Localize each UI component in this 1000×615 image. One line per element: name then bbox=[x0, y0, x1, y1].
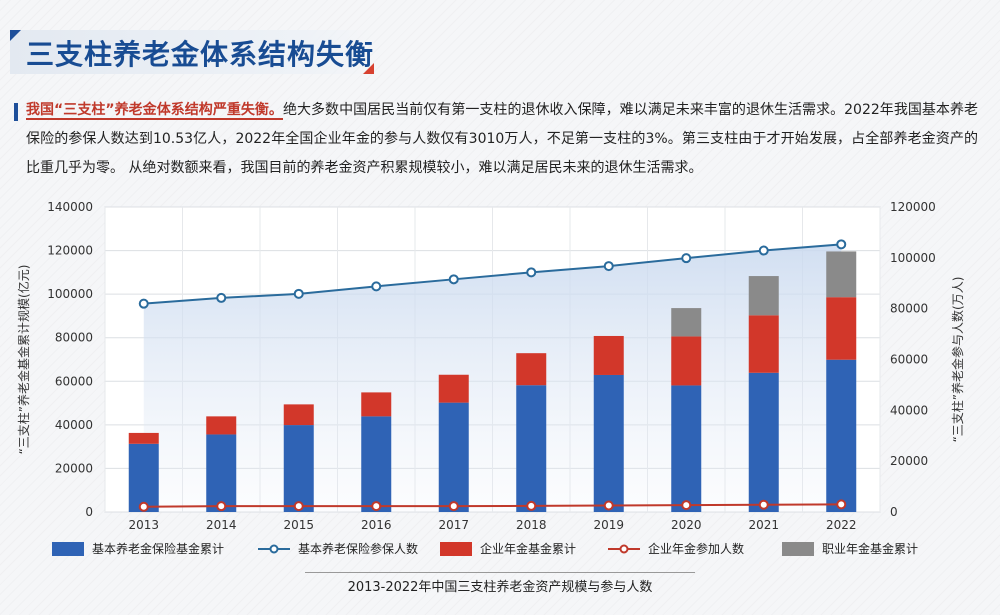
point-基本养老保险参保人数 bbox=[526, 267, 537, 278]
y-tick-label: 40000 bbox=[55, 418, 93, 432]
y-tick-label: 20000 bbox=[55, 461, 93, 475]
y2-axis-title: “三支柱”养老金参与人数(万人) bbox=[950, 277, 965, 443]
paragraph-marker bbox=[14, 103, 18, 121]
y2-tick-label: 120000 bbox=[890, 200, 936, 214]
point-企业年金参加人数 bbox=[758, 499, 769, 510]
line-企业年金参加人数 bbox=[143, 503, 842, 508]
paragraph-highlight: 我国“三支柱”养老金体系结构严重失衡。 bbox=[26, 102, 283, 120]
x-tick-label: 2020 bbox=[671, 518, 702, 532]
x-tick-label: 2017 bbox=[438, 518, 469, 532]
bar-2020-职业年金基金累计 bbox=[671, 308, 702, 337]
page-title: 三支柱养老金体系结构失衡 bbox=[26, 38, 375, 71]
bar-2022-基本养老保险基金累计 bbox=[826, 359, 857, 512]
title-background bbox=[10, 30, 374, 74]
x-tick-label: 2019 bbox=[593, 518, 624, 532]
bar-2021-基本养老保险基金累计 bbox=[748, 372, 779, 512]
legend-swatch bbox=[440, 542, 472, 556]
point-企业年金参加人数 bbox=[138, 501, 149, 512]
bar-2017-基本养老保险基金累计 bbox=[438, 402, 469, 512]
point-企业年金参加人数 bbox=[448, 501, 459, 512]
y2-tick-label: 40000 bbox=[890, 403, 928, 417]
y-tick-label: 80000 bbox=[55, 331, 93, 345]
legend-label: 基本养老保险参保人数 bbox=[298, 541, 418, 556]
bar-2021-企业年金基金累计 bbox=[748, 315, 779, 373]
y2-tick-label: 60000 bbox=[890, 353, 928, 367]
paragraph-body: 绝大多数中国居民当前仅有第一支柱的退休收入保障，难以满足未来丰富的退休生活需求。… bbox=[26, 102, 978, 176]
legend-swatch bbox=[782, 542, 814, 556]
point-企业年金参加人数 bbox=[603, 500, 614, 511]
bar-2022-职业年金基金累计 bbox=[826, 251, 857, 298]
y-tick-label: 60000 bbox=[55, 374, 93, 388]
point-基本养老保险参保人数 bbox=[681, 253, 692, 264]
point-企业年金参加人数 bbox=[836, 499, 847, 510]
y2-tick-label: 20000 bbox=[890, 454, 928, 468]
point-基本养老保险参保人数 bbox=[216, 292, 227, 303]
point-基本养老保险参保人数 bbox=[448, 274, 459, 285]
point-基本养老保险参保人数 bbox=[836, 239, 847, 250]
legend-label: 基本养老金保险基金累计 bbox=[92, 541, 224, 556]
line-基本养老保险参保人数 bbox=[143, 243, 842, 305]
bar-2018-企业年金基金累计 bbox=[516, 353, 547, 386]
point-基本养老保险参保人数 bbox=[138, 298, 149, 309]
caption-divider bbox=[305, 572, 695, 573]
bar-2017-企业年金基金累计 bbox=[438, 374, 469, 403]
bar-2019-基本养老保险基金累计 bbox=[593, 374, 624, 512]
bar-2014-企业年金基金累计 bbox=[206, 416, 237, 435]
legend-label: 企业年金基金累计 bbox=[480, 541, 576, 556]
bar-2018-基本养老保险基金累计 bbox=[516, 385, 547, 512]
y-tick-label: 0 bbox=[85, 505, 93, 519]
bar-2014-基本养老保险基金累计 bbox=[206, 434, 237, 512]
bar-2013-基本养老保险基金累计 bbox=[128, 443, 159, 512]
point-基本养老保险参保人数 bbox=[293, 288, 304, 299]
chart-caption: 2013-2022年中国三支柱养老金资产规模与参与人数 bbox=[347, 580, 653, 595]
point-基本养老保险参保人数 bbox=[371, 281, 382, 292]
x-tick-label: 2018 bbox=[516, 518, 547, 532]
y-tick-label: 140000 bbox=[47, 200, 93, 214]
y-tick-label: 120000 bbox=[47, 244, 93, 258]
bar-2015-企业年金基金累计 bbox=[283, 404, 314, 426]
x-tick-label: 2016 bbox=[361, 518, 392, 532]
legend-marker bbox=[269, 544, 279, 554]
legend-marker bbox=[619, 544, 629, 554]
point-基本养老保险参保人数 bbox=[758, 245, 769, 256]
legend-swatch bbox=[52, 542, 84, 556]
y2-tick-label: 0 bbox=[890, 505, 898, 519]
y2-tick-label: 100000 bbox=[890, 251, 936, 265]
title-corner-blue bbox=[10, 30, 21, 41]
point-基本养老保险参保人数 bbox=[603, 261, 614, 272]
bar-2020-企业年金基金累计 bbox=[671, 336, 702, 386]
point-企业年金参加人数 bbox=[371, 501, 382, 512]
x-tick-label: 2021 bbox=[748, 518, 779, 532]
intro-paragraph: 我国“三支柱”养老金体系结构严重失衡。绝大多数中国居民当前仅有第一支柱的退休收入… bbox=[26, 96, 978, 183]
legend-label: 职业年金基金累计 bbox=[822, 541, 918, 556]
bar-2021-职业年金基金累计 bbox=[748, 276, 779, 316]
point-企业年金参加人数 bbox=[216, 501, 227, 512]
point-企业年金参加人数 bbox=[293, 501, 304, 512]
x-tick-label: 2014 bbox=[206, 518, 237, 532]
point-企业年金参加人数 bbox=[681, 500, 692, 511]
bar-2013-企业年金基金累计 bbox=[128, 432, 159, 444]
title-corner-red bbox=[363, 63, 374, 74]
bar-2016-基本养老保险基金累计 bbox=[361, 416, 392, 512]
bar-2015-基本养老保险基金累计 bbox=[283, 425, 314, 512]
x-tick-label: 2015 bbox=[283, 518, 314, 532]
participants-area bbox=[143, 244, 842, 512]
legend-label: 企业年金参加人数 bbox=[648, 541, 744, 556]
bar-2016-企业年金基金累计 bbox=[361, 392, 392, 417]
bar-2019-企业年金基金累计 bbox=[593, 335, 624, 375]
x-tick-label: 2022 bbox=[826, 518, 857, 532]
point-企业年金参加人数 bbox=[526, 500, 537, 511]
y-axis-title: “三支柱”养老金基金累计规模(亿元) bbox=[16, 265, 31, 455]
x-tick-label: 2013 bbox=[128, 518, 159, 532]
pension-chart: 0 20000 40000 60000 80000 100000 120000 140000 0… bbox=[16, 200, 965, 556]
bar-2020-基本养老保险基金累计 bbox=[671, 385, 702, 512]
y2-tick-label: 80000 bbox=[890, 302, 928, 316]
bar-2022-企业年金基金累计 bbox=[826, 297, 857, 360]
y-tick-label: 100000 bbox=[47, 287, 93, 301]
section-title-banner: 三支柱养老金体系结构失衡 bbox=[10, 30, 374, 74]
